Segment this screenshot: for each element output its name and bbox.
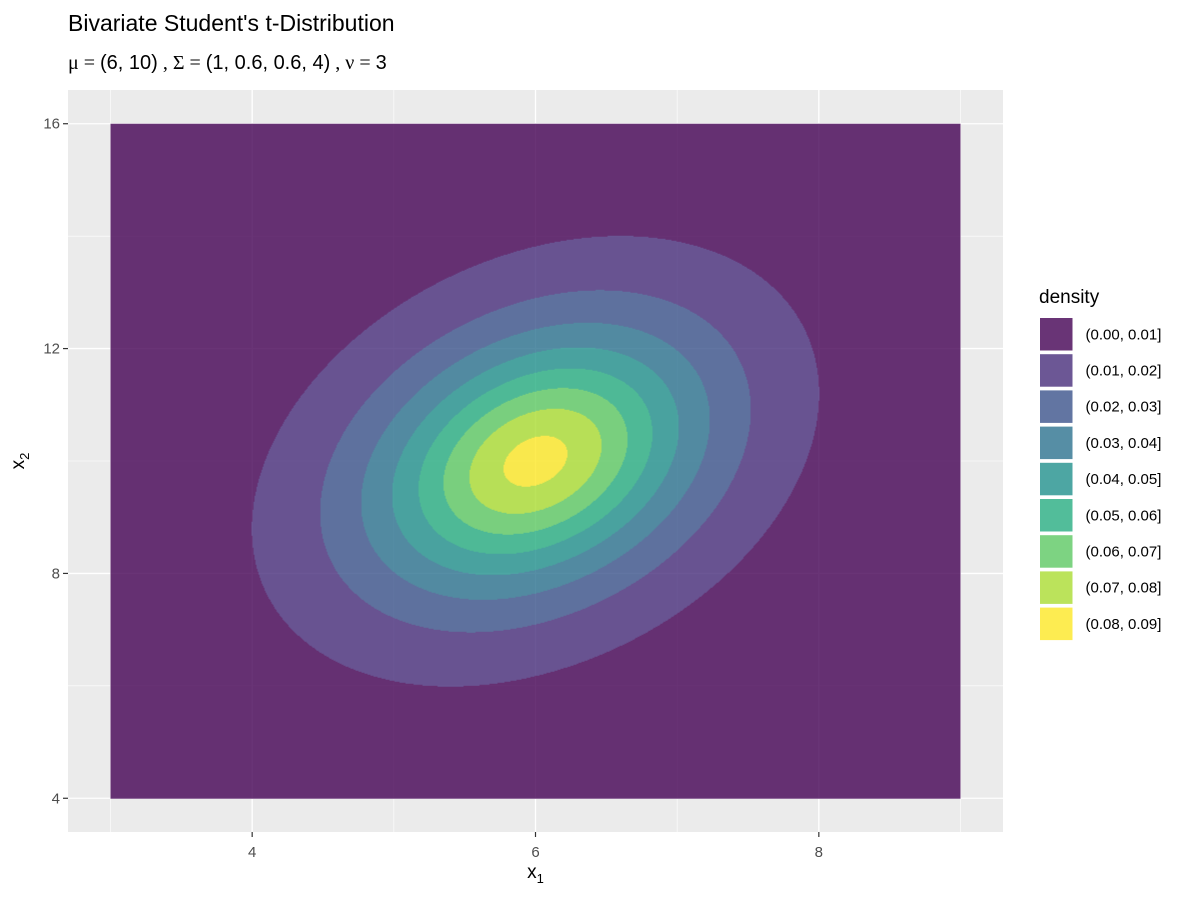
subtitle-sigma-symbol: Σ [173,52,185,74]
density-raster [110,123,961,799]
legend-item: (0.00, 0.01] [1039,317,1161,352]
x-tick-label: 4 [248,844,256,861]
chart-subtitle: μ = (6, 10) , Σ = (1, 0.6, 0.6, 4) , ν =… [68,52,387,74]
legend-label: (0.06, 0.07] [1086,543,1162,560]
legend-swatch [1040,571,1073,604]
legend-label: (0.08, 0.09] [1086,616,1162,633]
subtitle-mu-value: (6, 10) [100,52,158,74]
legend-label: (0.03, 0.04] [1086,435,1162,452]
legend-label: (0.00, 0.01] [1086,326,1162,343]
legend-swatch [1040,426,1073,460]
legend-swatch [1040,318,1073,351]
chart-title: Bivariate Student's t-Distribution [68,10,395,36]
legend-item: (0.03, 0.04] [1039,425,1162,461]
legend-label: (0.05, 0.06] [1086,507,1162,524]
subtitle-nu-symbol: ν [345,52,354,74]
legend-swatch [1040,354,1073,387]
legend: (0.00, 0.01] (0.01, 0.02] (0.02, 0.03] (0.0… [1039,317,1162,642]
legend-swatch [1040,390,1073,423]
legend-label: (0.07, 0.08] [1086,580,1162,597]
legend-swatch [1040,462,1073,496]
legend-item: (0.06, 0.07] [1039,534,1161,569]
x-tick-label: 8 [815,844,823,861]
legend-item: (0.05, 0.06] [1039,498,1161,533]
y-axis-title-subscript: 2 [17,453,32,460]
y-axis-title-base: x [8,459,29,469]
legend-item: (0.08, 0.09] [1039,606,1162,642]
legend-item: (0.02, 0.03] [1039,389,1161,424]
y-tick-label: 12 [43,341,60,358]
y-axis-title: x2 [8,453,32,470]
legend-label: (0.01, 0.02] [1086,362,1162,379]
x-axis-title: x1 [527,862,544,886]
x-axis-title-base: x [527,862,537,883]
y-tick-label: 16 [43,116,60,133]
x-tick-label: 6 [531,844,539,861]
legend-swatch [1040,607,1073,641]
legend-swatch [1040,535,1073,568]
legend-item: (0.07, 0.08] [1039,570,1161,605]
x-axis-title-subscript: 1 [537,871,544,886]
axis-ticks: 4 6 8 4 8 12 16 [43,116,823,861]
subtitle-mu-symbol: μ [68,52,79,74]
y-tick-label: 8 [52,565,60,582]
legend-label: (0.02, 0.03] [1086,399,1162,416]
legend-title: density [1039,287,1100,308]
legend-item: (0.01, 0.02] [1039,353,1161,388]
subtitle-sigma-value: (1, 0.6, 0.6, 4) [206,52,331,74]
legend-swatch [1040,499,1073,532]
y-tick-label: 4 [52,790,60,807]
subtitle-nu-value: 3 [376,52,387,74]
legend-item: (0.04, 0.05] [1039,461,1162,497]
legend-label: (0.04, 0.05] [1086,471,1162,488]
